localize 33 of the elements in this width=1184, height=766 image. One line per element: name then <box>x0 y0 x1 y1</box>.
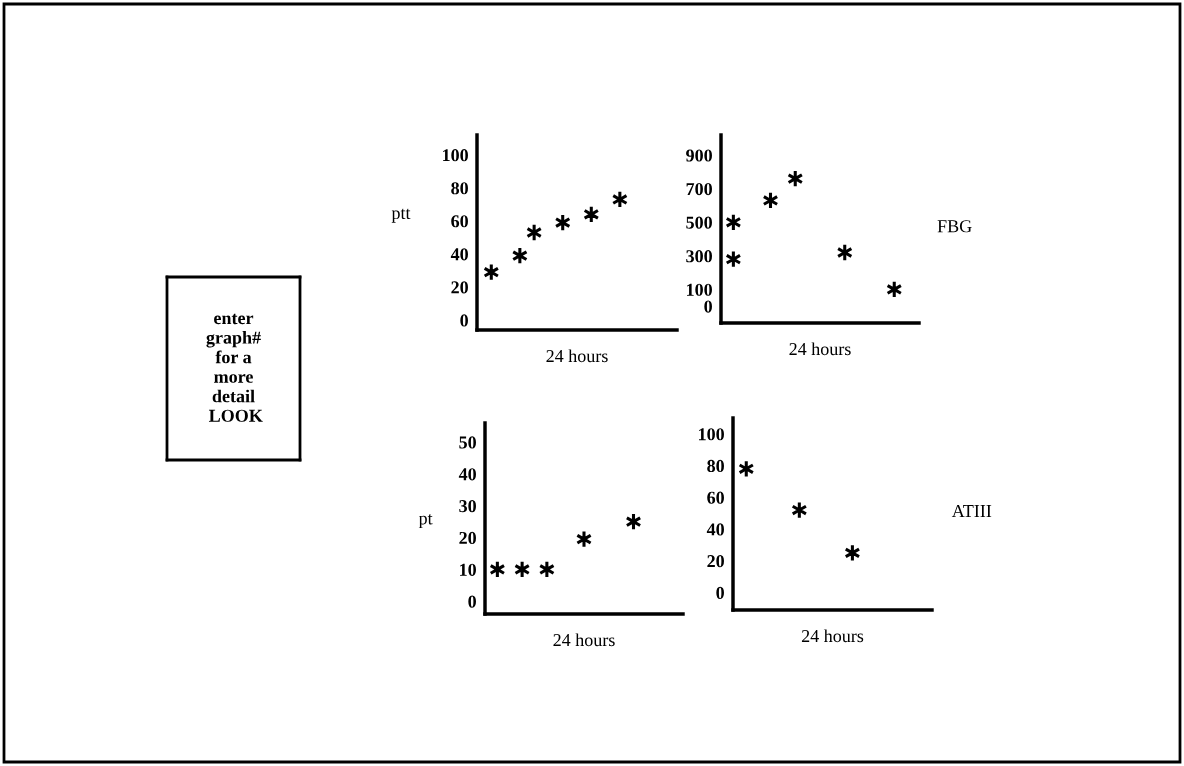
x-axis-title: 24 hours <box>546 349 608 363</box>
y-axis-title: pt <box>418 514 433 529</box>
y-tick-label: 10 <box>460 563 476 576</box>
y-tick-label: 0 <box>704 300 712 313</box>
y-tick-label: 20 <box>451 281 468 294</box>
y-tick-label: 40 <box>458 468 476 481</box>
y-tick-label: 0 <box>468 595 476 608</box>
y-tick-label: 80 <box>451 182 468 195</box>
y-tick-label: 60 <box>707 491 724 504</box>
y-tick-label: 40 <box>450 248 468 261</box>
y-tick-label: 60 <box>451 215 468 228</box>
x-axis-title: 24 hours <box>789 342 851 356</box>
y-axis-title: ATIII <box>951 505 992 517</box>
y-tick-label: 80 <box>707 459 724 473</box>
y-tick-label: 20 <box>707 555 724 568</box>
x-axis-title: 24 hours <box>553 633 615 647</box>
y-tick-label: 30 <box>459 500 476 513</box>
y-tick-label: 100 <box>699 428 724 441</box>
y-tick-label: 500 <box>686 216 712 229</box>
y-tick-label: 300 <box>686 250 712 263</box>
y-tick-label: 100 <box>687 283 712 296</box>
x-axis-title: 24 hours <box>801 629 864 643</box>
y-tick-label: 0 <box>460 314 468 327</box>
y-tick-label: 100 <box>443 149 468 162</box>
y-tick-label: 20 <box>459 531 476 545</box>
y-axis-title: FBG <box>937 220 972 233</box>
y-tick-label: 0 <box>716 586 724 599</box>
y-axis-title: ptt <box>391 208 411 223</box>
y-tick-label: 900 <box>686 149 712 162</box>
y-tick-label: 700 <box>686 182 712 196</box>
text: enter graph# for a more detail LOOK <box>206 313 263 422</box>
y-tick-label: 40 <box>706 523 724 536</box>
y-tick-label: 50 <box>459 436 476 449</box>
